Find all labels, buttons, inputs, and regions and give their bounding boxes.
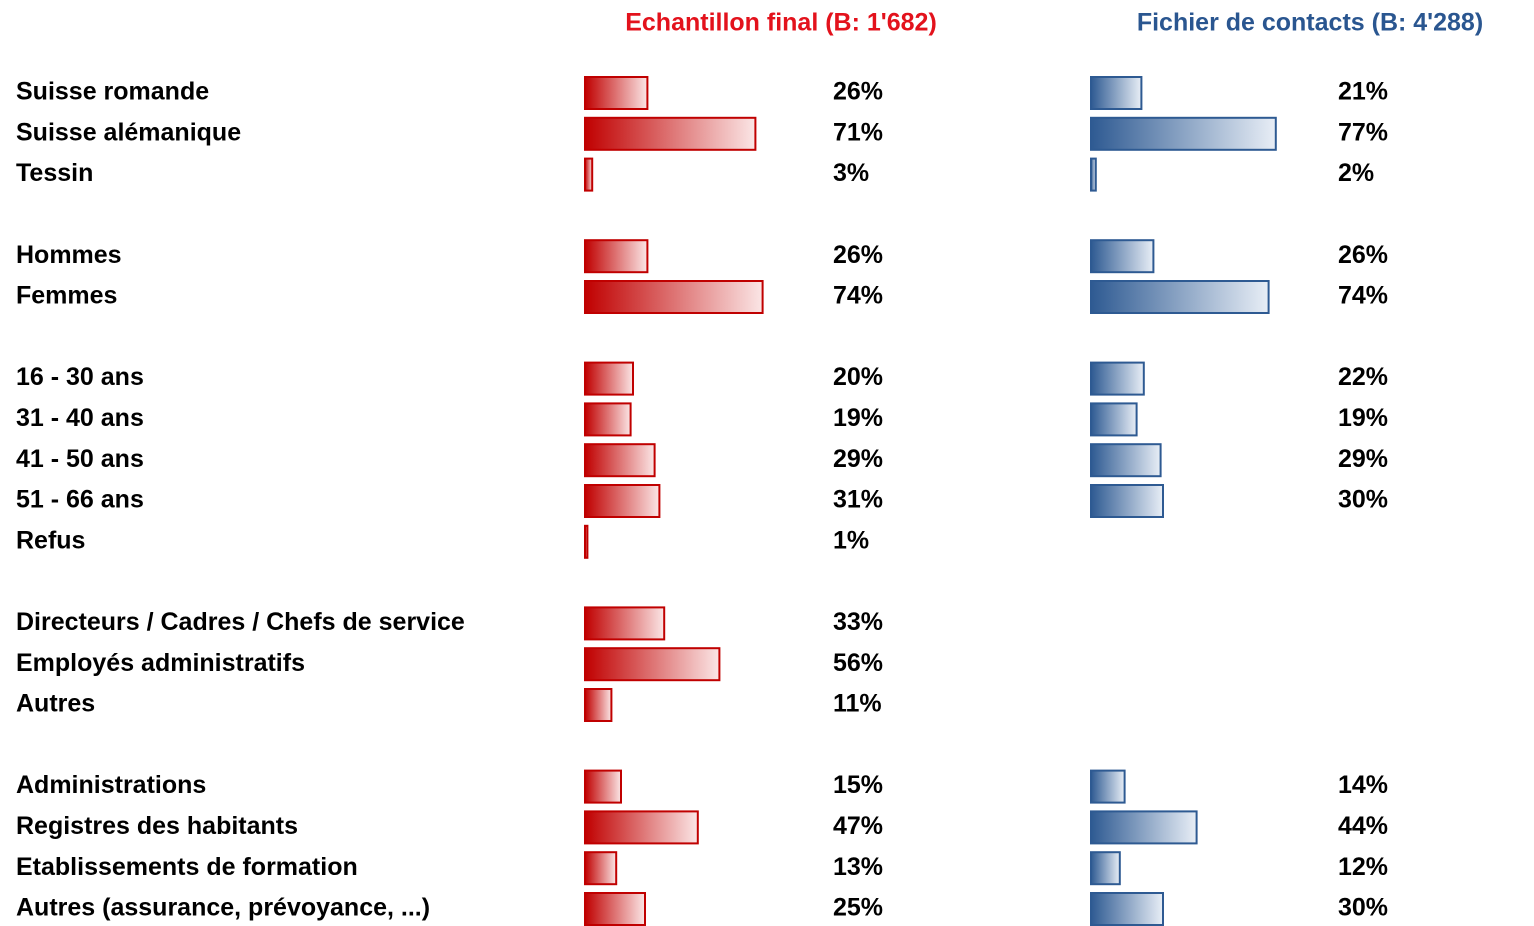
value-label: 2% bbox=[1338, 159, 1374, 187]
value-label: 21% bbox=[1338, 78, 1388, 106]
value-label: 74% bbox=[1338, 282, 1388, 310]
category-label: Femmes bbox=[16, 282, 117, 310]
value-label: 26% bbox=[1338, 241, 1388, 269]
value-label: 74% bbox=[833, 282, 883, 310]
category-label: Employés administratifs bbox=[16, 649, 305, 677]
category-label: 51 - 66 ans bbox=[16, 486, 144, 514]
category-label: Refus bbox=[16, 526, 85, 554]
category-label: Directeurs / Cadres / Chefs de service bbox=[16, 608, 465, 636]
value-label: 29% bbox=[833, 445, 883, 473]
bar bbox=[1090, 76, 1143, 110]
series-header: Echantillon final (B: 1'682) bbox=[625, 9, 937, 37]
category-label: Registres des habitants bbox=[16, 812, 298, 840]
bar bbox=[1090, 443, 1162, 478]
value-label: 29% bbox=[1338, 445, 1388, 473]
category-label: Etablissements de formation bbox=[16, 853, 358, 881]
bar bbox=[584, 402, 632, 437]
value-label: 26% bbox=[833, 241, 883, 269]
value-label: 31% bbox=[833, 486, 883, 514]
value-label: 47% bbox=[833, 812, 883, 840]
value-label: 26% bbox=[833, 78, 883, 106]
value-label: 11% bbox=[833, 690, 882, 718]
value-label: 12% bbox=[1338, 853, 1388, 881]
bar bbox=[1090, 361, 1145, 396]
category-label: Suisse romande bbox=[16, 78, 209, 106]
bar bbox=[1090, 116, 1277, 151]
bar bbox=[584, 892, 646, 926]
value-label: 56% bbox=[833, 649, 883, 677]
category-label: Autres (assurance, prévoyance, ...) bbox=[16, 894, 430, 922]
bar bbox=[1090, 892, 1164, 926]
bar bbox=[584, 116, 757, 151]
bar bbox=[1090, 810, 1198, 845]
bar bbox=[584, 76, 649, 110]
bar bbox=[584, 361, 634, 396]
series-header: Fichier de contacts (B: 4'288) bbox=[1137, 9, 1483, 37]
bar bbox=[584, 769, 622, 804]
category-label: Administrations bbox=[16, 771, 206, 799]
value-label: 30% bbox=[1338, 894, 1388, 922]
bar bbox=[1090, 157, 1097, 192]
value-label: 22% bbox=[1338, 363, 1388, 391]
bar bbox=[584, 484, 661, 518]
category-label: 41 - 50 ans bbox=[16, 445, 144, 473]
value-label: 44% bbox=[1338, 812, 1388, 840]
bar bbox=[1090, 402, 1138, 437]
bar bbox=[584, 280, 764, 314]
value-label: 77% bbox=[1338, 118, 1388, 146]
value-label: 25% bbox=[833, 894, 883, 922]
bar bbox=[1090, 239, 1155, 274]
bar bbox=[1090, 280, 1270, 314]
value-label: 3% bbox=[833, 159, 869, 187]
value-label: 20% bbox=[833, 363, 883, 391]
value-label: 13% bbox=[833, 853, 883, 881]
bar bbox=[584, 851, 618, 886]
category-label: Tessin bbox=[16, 159, 93, 187]
bar bbox=[1090, 484, 1164, 518]
bar bbox=[1090, 851, 1121, 886]
category-label: Hommes bbox=[16, 241, 122, 269]
bar bbox=[584, 606, 666, 641]
bar bbox=[584, 524, 589, 559]
category-label: Suisse alémanique bbox=[16, 118, 241, 146]
value-label: 14% bbox=[1338, 771, 1388, 799]
value-label: 71% bbox=[833, 118, 883, 146]
category-label: Autres bbox=[16, 690, 95, 718]
value-label: 15% bbox=[833, 771, 883, 799]
bar bbox=[584, 239, 649, 274]
value-label: 30% bbox=[1338, 486, 1388, 514]
bar bbox=[584, 647, 721, 682]
value-label: 1% bbox=[833, 526, 869, 554]
bar bbox=[584, 688, 613, 722]
category-label: 16 - 30 ans bbox=[16, 363, 144, 391]
bar bbox=[1090, 769, 1126, 804]
bar bbox=[584, 157, 594, 192]
value-label: 33% bbox=[833, 608, 883, 636]
bar bbox=[584, 810, 699, 845]
bar bbox=[584, 443, 656, 478]
category-label: 31 - 40 ans bbox=[16, 404, 144, 432]
value-label: 19% bbox=[833, 404, 883, 432]
value-label: 19% bbox=[1338, 404, 1388, 432]
